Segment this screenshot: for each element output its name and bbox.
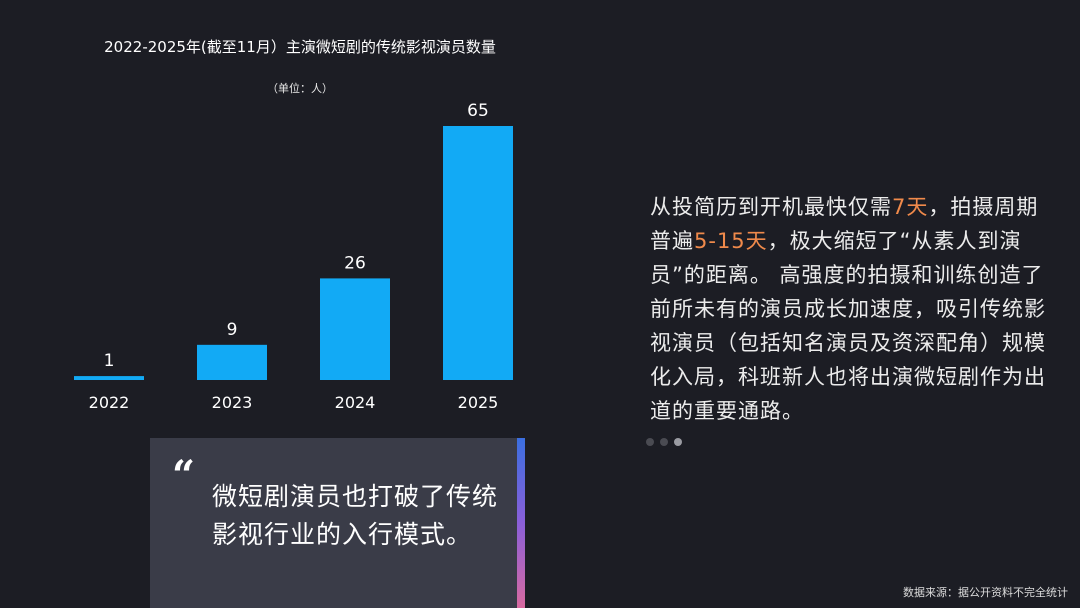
bar-2022 [74, 376, 144, 380]
data-label-2022: 1 [104, 351, 115, 371]
quote-mark-icon: “ [172, 452, 196, 499]
pagination-dot-3[interactable] [674, 438, 682, 446]
quote-text: 微短剧演员也打破了传统影视行业的入行模式。 [212, 482, 499, 549]
bar-2024 [320, 278, 390, 380]
bar-2025 [443, 126, 513, 380]
data-label-2025: 65 [467, 101, 489, 121]
data-label-2024: 26 [344, 253, 366, 273]
pagination-dots [646, 438, 682, 446]
highlight-7-days: 7天 [892, 195, 929, 219]
x-tick-label-2025: 2025 [458, 393, 499, 412]
paragraph-text-2: ，拍摄周期普遍 [650, 195, 1039, 253]
highlight-5-15-days: 5-15天 [694, 229, 768, 253]
bar-2023 [197, 344, 267, 380]
x-tick-label-2024: 2024 [335, 393, 376, 412]
pagination-dot-1[interactable] [646, 438, 654, 446]
x-tick-label-2023: 2023 [212, 393, 253, 412]
quote-accent-bar [517, 438, 525, 608]
chart-title: 2022-2025年(截至11月）主演微短剧的传统影视演员数量 [104, 38, 496, 56]
x-tick-label-2022: 2022 [89, 393, 130, 412]
data-label-2023: 9 [227, 320, 238, 340]
paragraph-text-3: ，极大缩短了“从素人到演员”的距离。 高强度的拍摄和训练创造了前所未有的演员成长… [650, 229, 1046, 423]
paragraph-text-1: 从投简历到开机最快仅需 [650, 195, 892, 219]
chart-unit: （单位：人） [267, 82, 333, 95]
pagination-dot-2[interactable] [660, 438, 668, 446]
bar-chart: 1 2022 9 2023 26 2024 65 2025 [74, 101, 513, 412]
source-note: 数据来源：据公开资料不完全统计 [903, 586, 1068, 599]
description-paragraph: 从投简历到开机最快仅需7天，拍摄周期普遍5-15天，极大缩短了“从素人到演员”的… [650, 190, 1050, 428]
quote-box [150, 438, 518, 608]
